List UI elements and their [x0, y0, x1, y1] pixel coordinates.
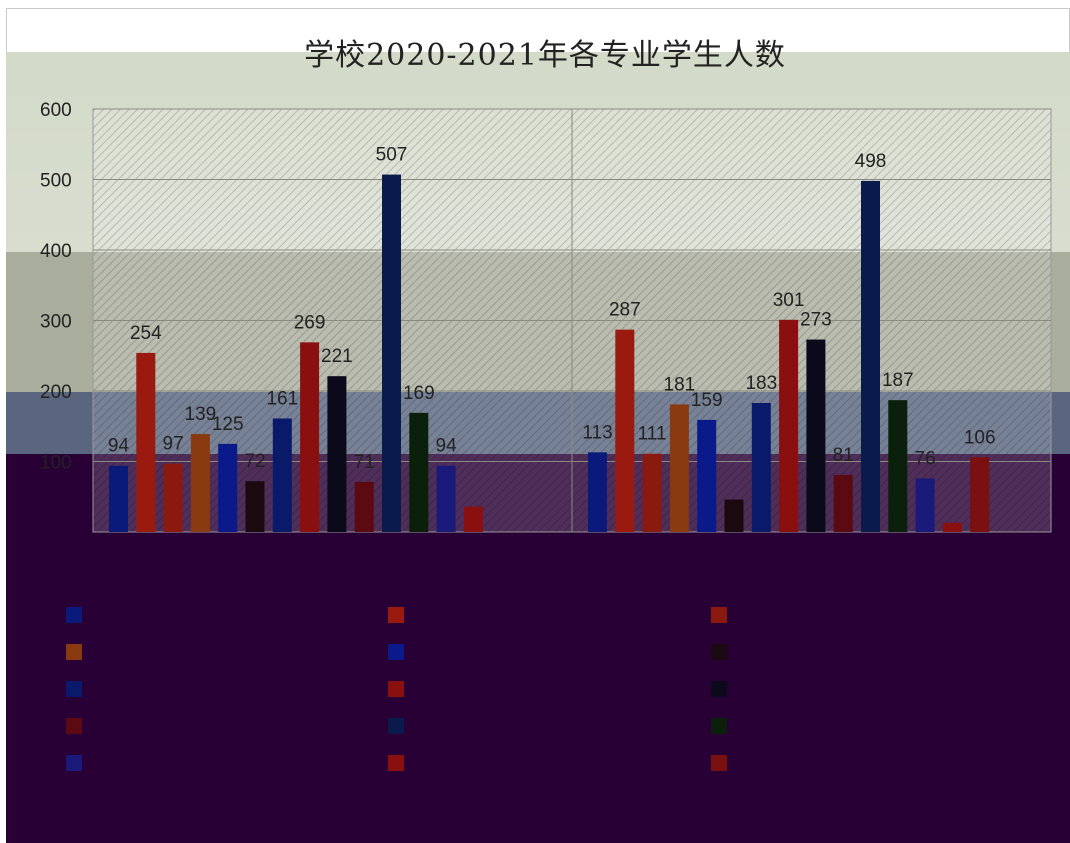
- legend-item: [388, 715, 414, 737]
- data-label: 273: [800, 310, 832, 331]
- legend-swatch: [388, 755, 404, 771]
- data-label: 498: [855, 151, 887, 172]
- bar: [272, 418, 292, 532]
- data-label: 187: [882, 370, 914, 391]
- bar: [861, 180, 880, 532]
- bar: [190, 434, 210, 532]
- bar: [915, 478, 935, 532]
- legend-swatch: [388, 607, 404, 623]
- data-label: 181: [664, 374, 696, 395]
- legend-item: [711, 604, 737, 626]
- data-label: 94: [436, 436, 458, 457]
- data-label: 71: [354, 452, 375, 473]
- bar: [588, 452, 607, 532]
- bar: [245, 481, 265, 532]
- y-tick-label: 300: [40, 312, 72, 333]
- data-label: 111: [638, 424, 667, 445]
- legend-swatch: [711, 718, 727, 734]
- bar: [888, 400, 908, 532]
- data-label: 301: [773, 290, 805, 311]
- data-label: 183: [745, 373, 777, 394]
- y-tick-label: 100: [40, 453, 72, 474]
- data-label: 97: [163, 434, 184, 455]
- bar: [833, 474, 853, 532]
- data-label: 221: [321, 346, 353, 367]
- data-label: 507: [376, 145, 408, 166]
- bar: [669, 404, 689, 532]
- bar: [382, 174, 401, 532]
- data-label: 139: [185, 404, 217, 425]
- legend-item: [388, 678, 414, 700]
- y-tick-label: 200: [40, 382, 72, 403]
- bar: [779, 319, 799, 532]
- legend-item: [66, 752, 92, 774]
- data-label: 269: [294, 312, 326, 333]
- legend-swatch: [66, 755, 82, 771]
- chart-title: 学校2020-2021年各专业学生人数: [304, 38, 786, 73]
- bar: [300, 342, 320, 532]
- legend-item: [388, 604, 414, 626]
- data-label: 254: [130, 323, 162, 344]
- bar: [327, 376, 347, 532]
- bar: [463, 506, 483, 532]
- legend-item: [388, 752, 414, 774]
- legend-swatch: [66, 718, 82, 734]
- data-label: 106: [964, 427, 996, 448]
- legend-item: [388, 641, 414, 663]
- data-label: 287: [609, 300, 641, 321]
- bar: [970, 457, 990, 532]
- legend-swatch: [66, 644, 82, 660]
- legend-swatch: [388, 644, 404, 660]
- bar: [806, 339, 826, 532]
- legend-item: [66, 715, 92, 737]
- legend-swatch: [711, 644, 727, 660]
- data-label: 169: [403, 383, 435, 404]
- legend-item: [66, 678, 92, 700]
- legend-swatch: [388, 718, 404, 734]
- data-label: 81: [833, 445, 854, 466]
- bar: [642, 453, 662, 532]
- data-label: 113: [582, 422, 612, 443]
- legend-item: [711, 752, 737, 774]
- bar: [218, 443, 238, 532]
- legend-swatch: [66, 681, 82, 697]
- bar: [109, 465, 128, 532]
- bar: [354, 481, 374, 532]
- data-label: 159: [691, 390, 723, 411]
- data-label: 72: [244, 451, 265, 472]
- legend-swatch: [711, 607, 727, 623]
- data-label: 76: [915, 448, 936, 469]
- legend-item: [711, 678, 737, 700]
- bar: [615, 329, 635, 532]
- y-tick-label: 400: [40, 241, 72, 262]
- data-label: 94: [108, 436, 130, 457]
- bar: [942, 522, 962, 532]
- legend-swatch: [711, 681, 727, 697]
- bar: [163, 463, 183, 532]
- legend-item: [66, 641, 92, 663]
- legend-swatch: [711, 755, 727, 771]
- legend-item: [711, 641, 737, 663]
- bar: [136, 352, 156, 532]
- legend-item: [711, 715, 737, 737]
- data-label: 125: [212, 414, 244, 435]
- legend-swatch: [388, 681, 404, 697]
- bar: [697, 419, 717, 532]
- legend-swatch: [66, 607, 82, 623]
- bar: [436, 465, 456, 532]
- y-tick-label: 500: [40, 171, 72, 192]
- data-label: 161: [266, 388, 298, 409]
- y-tick-label: 600: [40, 100, 72, 121]
- legend-item: [66, 604, 92, 626]
- bar: [751, 402, 771, 532]
- bar: [724, 499, 744, 532]
- bar: [409, 412, 429, 532]
